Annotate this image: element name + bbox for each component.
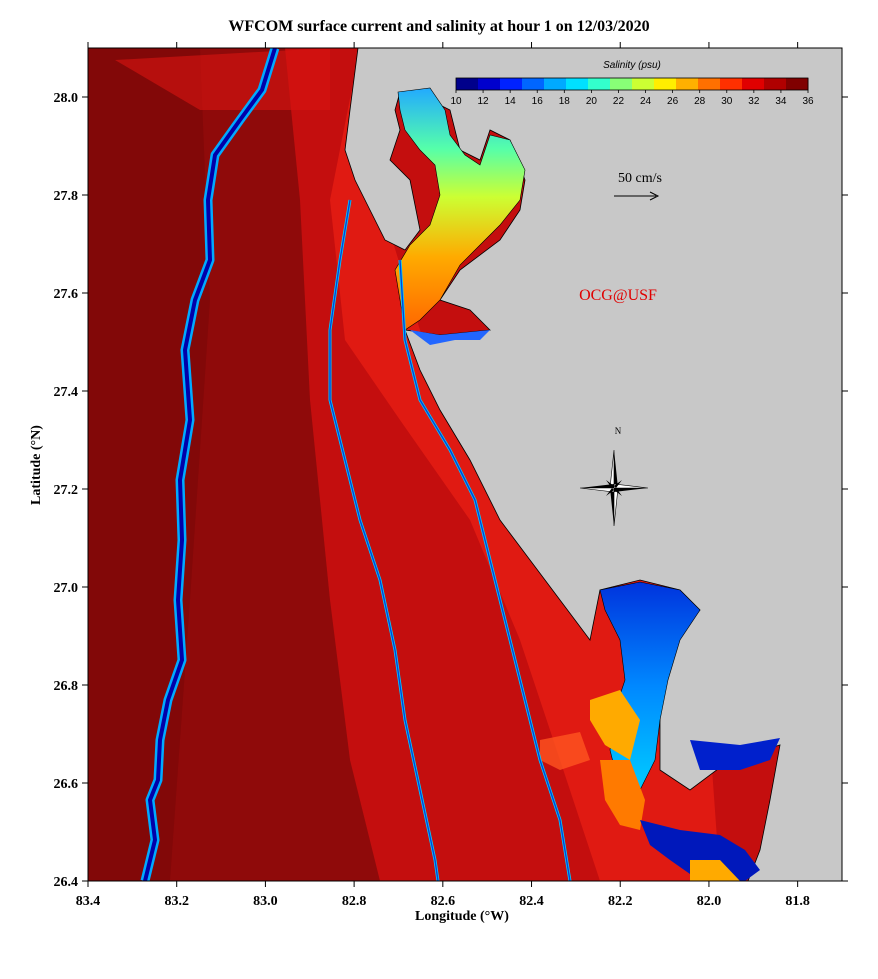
colorbar-cell (522, 78, 545, 90)
y-tick-label: 26.4 (54, 875, 79, 890)
colorbar-tick-label: 12 (478, 96, 490, 107)
x-tick-label: 82.2 (608, 894, 633, 909)
pine-island-sound-north (590, 690, 640, 760)
y-axis-ticks: 28.0 27.8 27.6 27.4 27.2 27.0 26.8 26.6 26.4 (54, 91, 848, 890)
colorbar-tick-label: 34 (775, 96, 787, 107)
y-tick-label: 26.6 (54, 777, 79, 792)
ocg-watermark: OCG@USF (579, 287, 657, 304)
y-tick-label: 27.6 (54, 287, 79, 302)
colorbar-cell (764, 78, 787, 90)
colorbar-tick-label: 10 (450, 96, 462, 107)
ocean-north-patch (115, 48, 330, 110)
y-tick-label: 26.8 (54, 679, 79, 694)
y-tick-label: 27.4 (54, 385, 79, 400)
ocean-coastal (330, 48, 720, 881)
y-tick-label: 27.8 (54, 189, 79, 204)
pine-island-sound (600, 760, 645, 830)
plume-patch (540, 732, 590, 770)
x-axis-title: Longitude (°W) (415, 909, 509, 924)
tampa-bay (394, 87, 526, 331)
colorbar-frame (455, 77, 809, 91)
colorbar-cell (566, 78, 589, 90)
colorbar: Salinity (psu) 10 12 14 16 18 20 22 24 26 28 30 32 3… (450, 60, 814, 107)
x-tick-label: 83.2 (164, 894, 189, 909)
north-label: N (615, 426, 622, 436)
colorbar-tick-label: 14 (505, 96, 517, 107)
y-tick-label: 27.2 (54, 483, 79, 498)
colorbar-tick-label: 22 (613, 96, 625, 107)
colorbar-cell (544, 78, 567, 90)
colorbar-cell (742, 78, 765, 90)
x-axis-ticks: 83.4 83.2 83.0 82.8 82.6 82.4 82.2 82.0 81.8 (76, 42, 810, 909)
scale-label: 50 cm/s (618, 171, 662, 186)
colorbar-tick-label: 20 (586, 96, 598, 107)
colorbar-cell (478, 78, 501, 90)
map-title: WFCOM surface current and salinity at ho… (228, 18, 650, 35)
colorbar-cell (500, 78, 523, 90)
manatee-river (410, 330, 490, 345)
y-tick-label: 27.0 (54, 581, 79, 596)
x-tick-label: 83.4 (76, 894, 101, 909)
colorbar-tick-label: 32 (748, 96, 760, 107)
y-tick-label: 28.0 (54, 91, 79, 106)
x-tick-label: 82.6 (431, 894, 456, 909)
map-frame (87, 47, 843, 882)
y-axis-title: Latitude (°N) (29, 425, 44, 505)
x-tick-label: 81.8 (785, 894, 810, 909)
salinity-fronts (140, 48, 572, 881)
colorbar-cell (456, 78, 479, 90)
colorbar-tick-label: 16 (532, 96, 544, 107)
x-tick-label: 82.8 (342, 894, 367, 909)
scale-arrow-head (649, 191, 660, 201)
colorbar-tick-label: 30 (721, 96, 733, 107)
colorbar-cell (698, 78, 721, 90)
scale-vector: 50 cm/s (614, 171, 662, 201)
colorbar-cell (632, 78, 655, 90)
x-tick-label: 83.0 (253, 894, 278, 909)
colorbar-tick-label: 36 (802, 96, 814, 107)
x-tick-label: 82.4 (519, 894, 544, 909)
map-plot-area (88, 48, 842, 881)
colorbar-cells (456, 78, 809, 90)
x-tick-label: 82.0 (697, 894, 722, 909)
colorbar-ticks: 10 12 14 16 18 20 22 24 26 28 30 32 34 36 (450, 90, 814, 107)
colorbar-tick-label: 28 (694, 96, 706, 107)
colorbar-cell (786, 78, 809, 90)
colorbar-tick-label: 26 (667, 96, 679, 107)
colorbar-cell (654, 78, 677, 90)
caloosahatchee (640, 820, 760, 881)
colorbar-cell (676, 78, 699, 90)
peace-river-arm (690, 738, 780, 770)
estero-plume (690, 860, 740, 881)
compass-rose-icon: N (579, 426, 649, 527)
land-mass (344, 48, 842, 881)
colorbar-cell (610, 78, 633, 90)
colorbar-tick-label: 24 (640, 96, 652, 107)
colorbar-cell (588, 78, 611, 90)
colorbar-title: Salinity (psu) (603, 60, 661, 71)
colorbar-cell (720, 78, 743, 90)
colorbar-tick-label: 18 (559, 96, 571, 107)
